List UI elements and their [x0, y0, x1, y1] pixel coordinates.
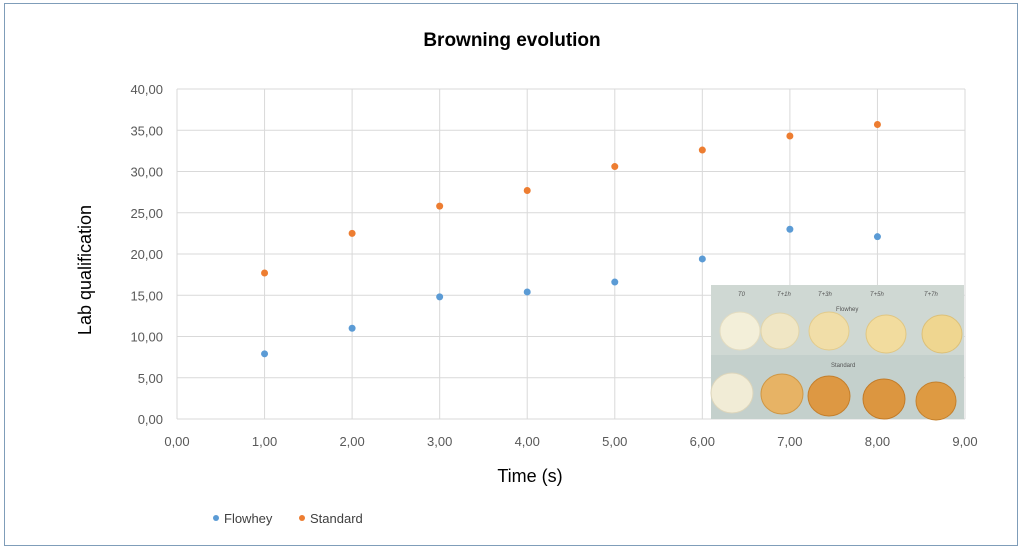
point-standard: [611, 163, 619, 171]
photo-label-t7: T+7h: [924, 292, 939, 298]
x-tick-label: 1,00: [252, 434, 277, 449]
point-flowhey: [523, 288, 531, 296]
photo-row-label-standard: Standard: [831, 363, 855, 369]
data-points: [261, 120, 881, 358]
x-tick-label: 8,00: [865, 434, 890, 449]
x-tick-label: 6,00: [690, 434, 715, 449]
legend: Flowhey Standard: [213, 511, 363, 526]
x-tick-label: 2,00: [339, 434, 364, 449]
y-tick-label: 20,00: [130, 247, 163, 262]
x-tick-label: 9,00: [952, 434, 977, 449]
legend-label-flowhey: Flowhey: [224, 511, 273, 526]
photo-label-t1: T+1h: [777, 292, 792, 298]
x-tick-labels: 0,00 1,00 2,00 3,00 4,00 5,00 6,00 7,00 8,00 9,00: [164, 434, 977, 449]
x-axis-label: Time (s): [497, 466, 562, 486]
y-tick-label: 0,00: [138, 412, 163, 427]
photo-row-label-flowhey: Flowhey: [836, 307, 858, 313]
chart-title: Browning evolution: [423, 30, 601, 51]
sample-photo: T0 T+1h T+3h T+5h T+7h Flowhey Standard: [710, 285, 964, 421]
photo-label-t3: T+3h: [818, 292, 833, 298]
x-tick-label: 7,00: [777, 434, 802, 449]
x-tick-label: 0,00: [164, 434, 189, 449]
y-tick-label: 25,00: [130, 206, 163, 221]
point-flowhey: [436, 293, 444, 301]
legend-label-standard: Standard: [310, 511, 363, 526]
y-tick-label: 30,00: [130, 165, 163, 180]
point-standard: [698, 146, 706, 154]
y-tick-label: 40,00: [130, 82, 163, 97]
y-tick-label: 35,00: [130, 123, 163, 138]
x-tick-label: 3,00: [427, 434, 452, 449]
legend-marker-standard: [299, 515, 305, 521]
photo-label-t0: T0: [738, 292, 746, 298]
y-axis-label: Lab qualification: [75, 205, 95, 335]
point-flowhey: [873, 233, 881, 241]
chart-frame: [4, 3, 1018, 546]
point-standard: [873, 120, 881, 128]
y-tick-label: 10,00: [130, 330, 163, 345]
point-flowhey: [698, 255, 706, 263]
point-standard: [261, 269, 269, 277]
x-tick-label: 5,00: [602, 434, 627, 449]
point-flowhey: [261, 350, 269, 358]
x-tick-label: 4,00: [515, 434, 540, 449]
point-flowhey: [786, 225, 794, 233]
y-tick-labels: 0,00 5,00 10,00 15,00 20,00 25,00 30,00 35,00 40…: [130, 82, 163, 427]
point-standard: [348, 229, 356, 237]
y-tick-label: 5,00: [138, 371, 163, 386]
legend-marker-flowhey: [213, 515, 219, 521]
y-tick-label: 15,00: [130, 288, 163, 303]
point-flowhey: [611, 278, 619, 286]
photo-label-t5: T+5h: [870, 292, 885, 298]
point-flowhey: [348, 324, 356, 332]
point-standard: [523, 186, 531, 194]
point-standard: [436, 202, 444, 210]
point-standard: [786, 132, 794, 140]
